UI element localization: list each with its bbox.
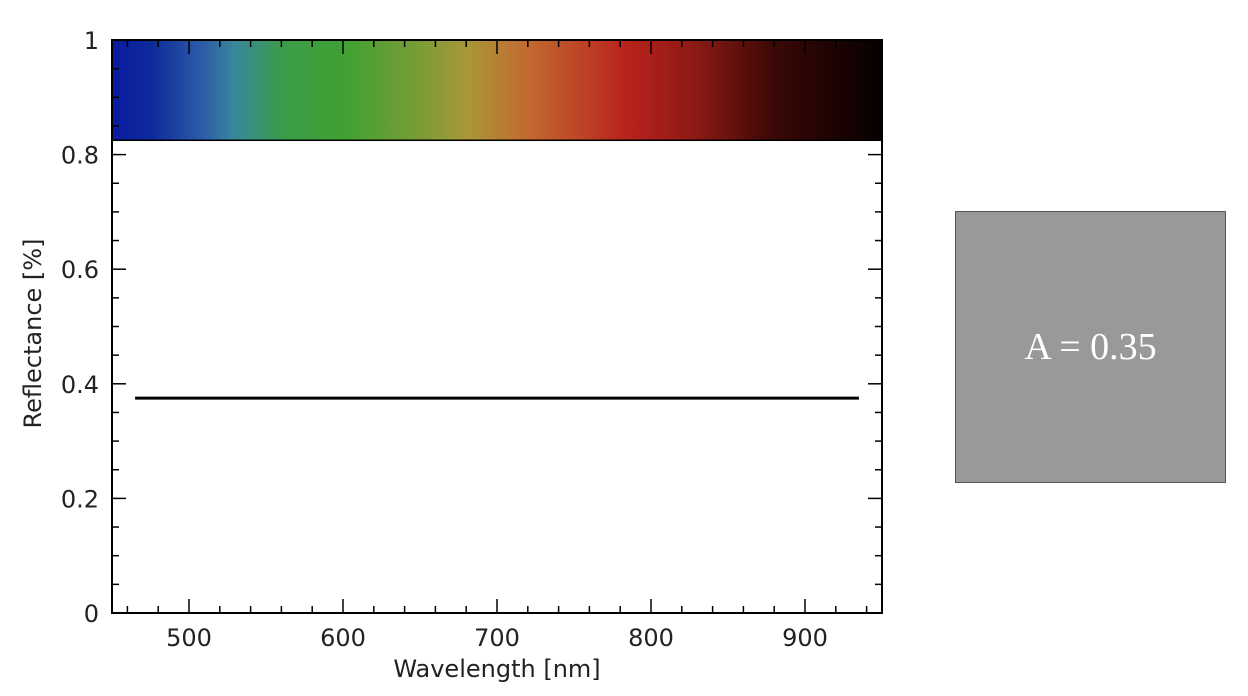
x-tick-label: 900 bbox=[782, 624, 828, 652]
axis-tick-labels: 500 600 700 800 900 0 0.2 0.4 0.6 0.8 1 bbox=[61, 27, 828, 652]
x-tick-label: 700 bbox=[474, 624, 520, 652]
plot-frame bbox=[111, 39, 883, 614]
reflectance-chart: 500 600 700 800 900 0 0.2 0.4 0.6 0.8 1 Wavelength… bbox=[19, 27, 883, 683]
y-tick-label: 0.4 bbox=[61, 371, 99, 399]
y-axis-title: Reflectance [%] bbox=[19, 239, 47, 429]
albedo-swatch: A = 0.35 bbox=[955, 211, 1226, 483]
axis-ticks bbox=[112, 39, 882, 614]
x-tick-label: 800 bbox=[628, 624, 674, 652]
y-tick-label: 0 bbox=[84, 600, 99, 628]
x-axis-title: Wavelength [nm] bbox=[393, 655, 600, 683]
y-tick-label: 1 bbox=[84, 27, 99, 55]
spectrum-color-band bbox=[111, 39, 883, 142]
y-tick-label: 0.6 bbox=[61, 256, 99, 284]
y-tick-label: 0.8 bbox=[61, 142, 99, 170]
x-tick-label: 500 bbox=[166, 624, 212, 652]
x-tick-label: 600 bbox=[320, 624, 366, 652]
y-tick-label: 0.2 bbox=[61, 485, 99, 513]
albedo-label: A = 0.35 bbox=[1024, 326, 1157, 368]
